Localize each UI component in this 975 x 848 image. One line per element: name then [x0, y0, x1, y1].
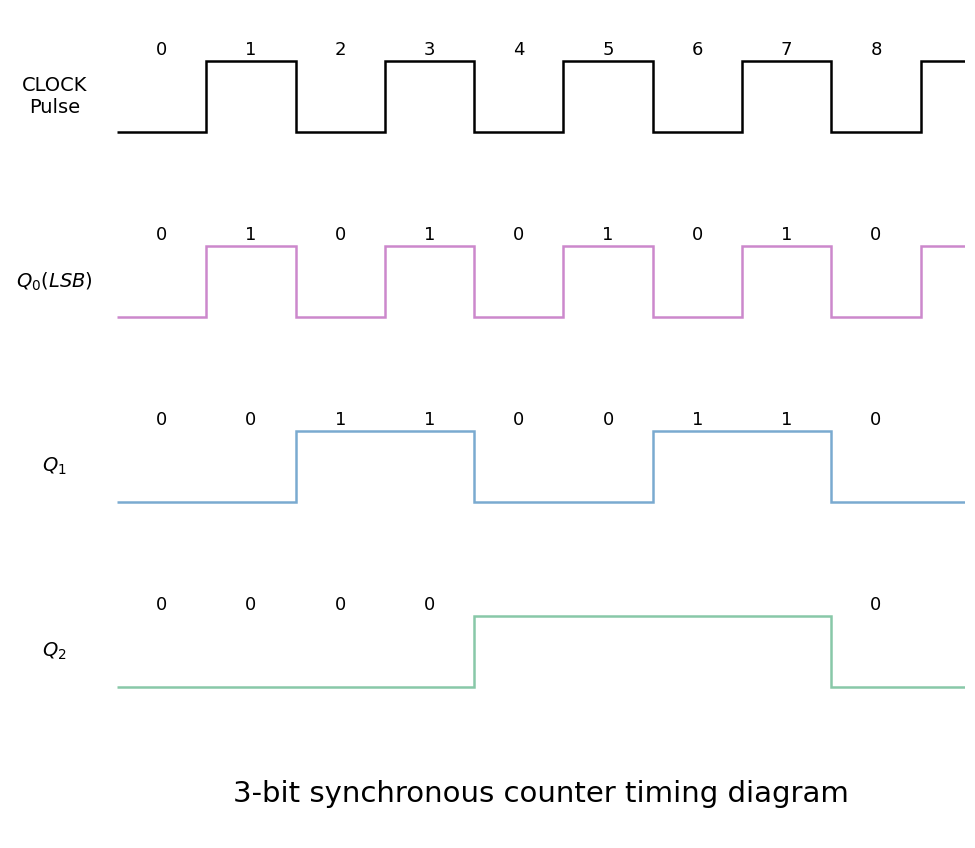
Text: 1: 1: [246, 42, 256, 59]
Text: 0: 0: [246, 596, 256, 615]
Text: 1: 1: [603, 226, 614, 244]
Text: 3: 3: [424, 42, 435, 59]
Text: 1: 1: [246, 226, 256, 244]
Text: 0: 0: [156, 411, 168, 429]
Text: 0: 0: [156, 42, 168, 59]
Text: 0: 0: [424, 596, 435, 615]
Text: 7: 7: [781, 42, 793, 59]
Text: 0: 0: [156, 596, 168, 615]
Text: 4: 4: [513, 42, 525, 59]
Text: 0: 0: [691, 226, 703, 244]
Text: 8: 8: [871, 42, 881, 59]
Text: 0: 0: [334, 596, 346, 615]
Text: CLOCK
Pulse: CLOCK Pulse: [21, 76, 87, 117]
Text: $Q_1$: $Q_1$: [42, 456, 67, 477]
Text: 3-bit synchronous counter timing diagram: 3-bit synchronous counter timing diagram: [233, 780, 849, 808]
Text: 1: 1: [424, 411, 435, 429]
Text: 0: 0: [603, 411, 613, 429]
Text: 1: 1: [424, 226, 435, 244]
Text: $Q_0(LSB)$: $Q_0(LSB)$: [17, 271, 93, 293]
Text: 1: 1: [691, 411, 703, 429]
Text: 0: 0: [156, 226, 168, 244]
Text: 0: 0: [871, 411, 881, 429]
Text: 0: 0: [871, 226, 881, 244]
Text: 0: 0: [513, 226, 525, 244]
Text: 0: 0: [246, 411, 256, 429]
Text: 0: 0: [334, 226, 346, 244]
Text: 1: 1: [334, 411, 346, 429]
Text: $Q_2$: $Q_2$: [42, 641, 67, 662]
Text: 1: 1: [781, 226, 793, 244]
Text: 0: 0: [513, 411, 525, 429]
Text: 2: 2: [334, 42, 346, 59]
Text: 1: 1: [781, 411, 793, 429]
Text: 5: 5: [603, 42, 614, 59]
Text: 6: 6: [691, 42, 703, 59]
Text: 0: 0: [871, 596, 881, 615]
